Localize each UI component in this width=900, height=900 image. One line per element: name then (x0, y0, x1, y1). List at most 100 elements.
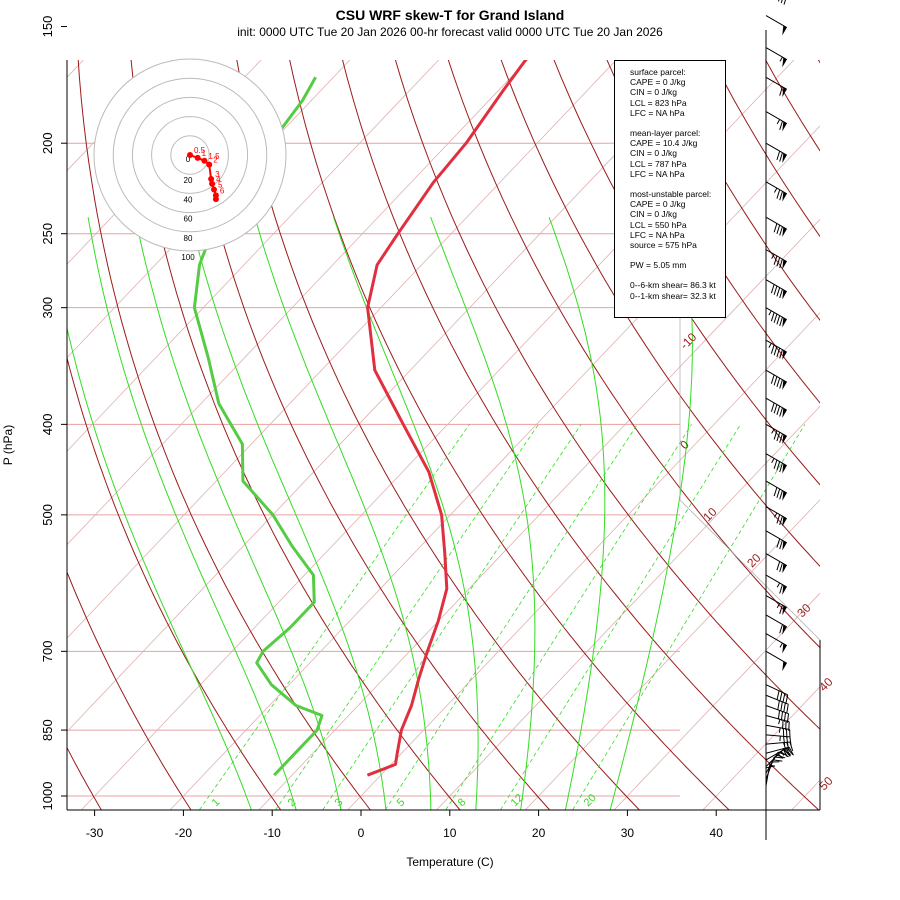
wind-barb (765, 369, 788, 383)
hodograph-ring-label: 40 (184, 195, 193, 204)
wind-barb (765, 741, 790, 745)
isotherm-line (169, 125, 820, 810)
wind-barb-half (773, 187, 778, 193)
wind-barb-feather (776, 377, 781, 388)
hodograph-ring (131, 96, 249, 214)
wind-barb (765, 397, 788, 411)
x-axis-label: Temperature (C) (406, 855, 494, 869)
mixing-ratio-label: 5 (395, 796, 408, 809)
mixing-ratio-line (384, 424, 638, 810)
hodograph-point-label: 1 (202, 149, 207, 158)
wind-barb-feather (779, 120, 783, 131)
wind-barb-feather (770, 284, 775, 294)
wind-barb-half (771, 254, 775, 259)
wind-barb (765, 279, 788, 293)
most-unstable-cin: CIN = 0 J/kg (630, 209, 678, 220)
dry-adiabat-line (817, 60, 820, 64)
x-tick-label: -10 (264, 826, 282, 840)
wind-barb-flag (782, 643, 787, 654)
wind-barb (765, 650, 788, 664)
wind-barb-feather (770, 374, 775, 384)
wind-barb-half (776, 603, 781, 608)
wind-barb-flag (782, 563, 787, 574)
wind-barb-feather (776, 315, 781, 325)
x-tick-label: 30 (621, 826, 635, 840)
wind-barb-feather (783, 749, 791, 757)
wind-barb-feather (779, 152, 783, 162)
wind-barb-feather (779, 562, 783, 572)
wind-barb-flag (782, 491, 787, 501)
wind-barb-feather (776, 690, 780, 700)
wind-barb-feather (776, 461, 781, 471)
hodograph-point-label: 4 (216, 175, 221, 184)
wind-barb-flag (782, 87, 787, 98)
chart-subtitle: init: 0000 UTC Tue 20 Jan 2026 00-hr for… (237, 25, 663, 39)
moist-adiabat-line (67, 326, 252, 810)
isotherm-line (524, 499, 820, 810)
wind-barb-flag (782, 25, 787, 36)
wind-barb-feather (770, 402, 775, 412)
hodograph-ring (151, 116, 229, 194)
temperature-profile-line (366, 60, 528, 777)
x-tick-label: 20 (532, 826, 546, 840)
wind-barb (765, 684, 788, 696)
shear-0-1km: 0--1-km shear= 32.3 kt (630, 290, 716, 301)
wind-barb-feather (779, 289, 783, 299)
mean-layer-cin: CIN = 0 J/kg (630, 148, 678, 159)
hodograph-point-label: 1.5 (208, 152, 220, 161)
surface-parcel-header: surface parcel: (630, 67, 686, 77)
wind-barb-feather (773, 430, 778, 440)
mixing-ratio-line (198, 424, 470, 810)
mean-layer-lfc: LFC = NA hPa (630, 168, 685, 179)
wind-barb-half (776, 119, 781, 125)
mean-layer-lcl: LCL = 787 hPa (630, 158, 687, 169)
isotherm-line (347, 312, 820, 810)
most-unstable-header: most-unstable parcel: (630, 189, 712, 200)
wind-barb-feather (776, 561, 781, 571)
wind-barb-feather (786, 736, 789, 746)
shear-0-6km: 0--6-km shear= 86.3 kt (630, 280, 716, 291)
wind-barb-feather (788, 746, 794, 756)
wind-barb-feather (779, 349, 783, 359)
wind-barb-feather (773, 255, 778, 265)
wind-barb-feather (779, 490, 783, 500)
wind-barb (765, 633, 788, 646)
isotherm-line (791, 779, 820, 810)
wind-barb (765, 480, 788, 494)
surface-cin: CIN = 0 J/kg (630, 87, 678, 98)
hodograph-point (201, 157, 208, 164)
mixing-ratio-label: 2 (286, 796, 299, 809)
wind-barb-feather (776, 432, 781, 442)
wind-barb-feather (782, 693, 786, 703)
isotherm-line (435, 405, 820, 810)
wind-barb-feather (773, 346, 778, 356)
wind-barb-feather (779, 379, 783, 389)
hodograph-point-label: 0.5 (194, 146, 206, 155)
moist-adiabat-line (548, 217, 606, 810)
moist-adiabat-line (333, 217, 479, 810)
y-tick-label: 150 (40, 16, 55, 38)
wind-barb-feather (782, 748, 788, 758)
dry-adiabat-line (860, 0, 900, 816)
y-tick-label: 1000 (40, 782, 55, 811)
wind-barb-flag (782, 408, 787, 418)
hodograph-ring-label: 60 (184, 215, 193, 224)
mixing-ratio-line (445, 424, 692, 810)
wind-barb (765, 530, 788, 544)
wind-barb-half (773, 512, 778, 518)
wind-barb (765, 15, 788, 28)
x-tick-label: -20 (175, 826, 193, 840)
wind-barb-flag (782, 227, 787, 237)
wind-barb-flag (782, 434, 787, 445)
wind-barb-feather (779, 624, 783, 634)
wind-barb-feather (776, 189, 781, 199)
wind-barb-feather (776, 488, 781, 498)
wind-barb (765, 574, 788, 588)
wind-barb-feather (779, 463, 783, 473)
wind-barb-feather (779, 692, 783, 702)
isotherm-label: 10 (700, 505, 720, 525)
dry-adiabat-line (0, 0, 15, 816)
wind-barb-flag (782, 605, 787, 616)
wind-barb-feather (783, 736, 786, 746)
